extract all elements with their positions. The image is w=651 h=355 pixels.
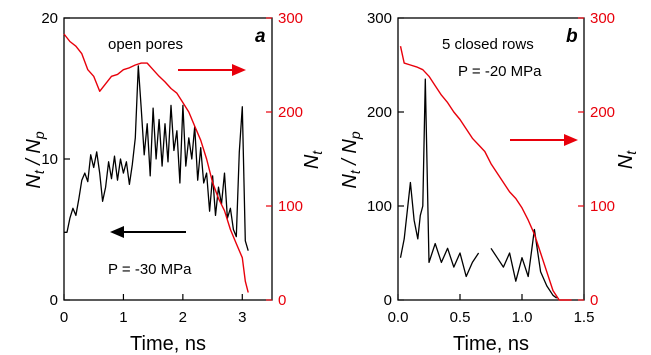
panel-b-ytick-left-label: 200 xyxy=(367,104,392,121)
panel-b-xtick-label: 0.5 xyxy=(450,309,471,326)
panel-a-ytick-right-label: 0 xyxy=(278,292,286,309)
panel-a-series-1-right xyxy=(63,33,249,293)
panel-b-ylabel-right: Nt xyxy=(615,150,639,169)
panel-b-series xyxy=(399,46,572,301)
svg-text:Nt / Np: Nt / Np xyxy=(23,131,47,188)
panel-a-xtick-label: 3 xyxy=(238,309,246,326)
panel-a-series xyxy=(63,33,249,293)
panel-b-right-axis-arrow xyxy=(510,134,578,146)
panel-b-ytick-left-label: 100 xyxy=(367,198,392,215)
panel-a-ytick-right-label: 100 xyxy=(278,198,303,215)
panel-a-xtick-label: 2 xyxy=(179,309,187,326)
panel-a-annotation-open-pores: open pores xyxy=(108,36,183,53)
panel-a-xtick-label: 0 xyxy=(60,309,68,326)
panel-a-right-axis-arrow xyxy=(178,64,246,76)
panel-b-annotation-pressure: P = -20 MPa xyxy=(458,63,542,80)
panel-a-ylabel-left: Nt / Np xyxy=(23,131,47,188)
panel-b-ytick-right-label: 100 xyxy=(590,198,615,215)
panel-b-annotation-closed-rows: 5 closed rows xyxy=(442,36,534,53)
panel-a-ytick-left-label: 10 xyxy=(41,151,58,168)
panel-b-series-1-left xyxy=(490,228,558,299)
panel-a-ytick-left-label: 0 xyxy=(50,292,58,309)
panel-b-letter: b xyxy=(566,26,578,47)
panel-b-plot-area xyxy=(397,17,585,301)
panel-a-xtick-label: 1 xyxy=(119,309,127,326)
panel-b-ytick-right-label: 0 xyxy=(590,292,598,309)
panel-b-xlabel: Time, ns xyxy=(453,333,529,355)
panel-b-ytick-right-label: 200 xyxy=(590,104,615,121)
panel-b-series-0-left xyxy=(399,78,480,278)
panel-b-ytick-right-label: 300 xyxy=(590,10,615,27)
panel-a-xlabel: Time, ns xyxy=(130,333,206,355)
panel-b-frame xyxy=(397,17,585,301)
panel-a-letter: a xyxy=(255,26,266,47)
svg-text:Nt: Nt xyxy=(615,150,639,169)
panel-a-ylabel-right: Nt xyxy=(301,150,325,169)
panel-b-ytick-left-label: 300 xyxy=(367,10,392,27)
panel-b-ylabel-left: Nt / Np xyxy=(339,131,363,188)
panel-b-xtick-label: 1.5 xyxy=(574,309,595,326)
panel-b-ytick-left-label: 0 xyxy=(384,292,392,309)
panel-a-ytick-right-label: 300 xyxy=(278,10,303,27)
panel-a-annotation-pressure: P = -30 MPa xyxy=(108,261,192,278)
svg-text:Nt / Np: Nt / Np xyxy=(339,131,363,188)
svg-text:Nt: Nt xyxy=(301,150,325,169)
panel-a-ytick-right-label: 200 xyxy=(278,104,303,121)
panel-b-series-2-right xyxy=(399,46,572,301)
panel-a-left-axis-arrow xyxy=(110,226,186,238)
panel-b-xtick-label: 1.0 xyxy=(512,309,533,326)
panel-b-xtick-label: 0.0 xyxy=(388,309,409,326)
panel-a-series-0-left xyxy=(64,65,249,251)
panel-a-ytick-left-label: 20 xyxy=(41,10,58,27)
